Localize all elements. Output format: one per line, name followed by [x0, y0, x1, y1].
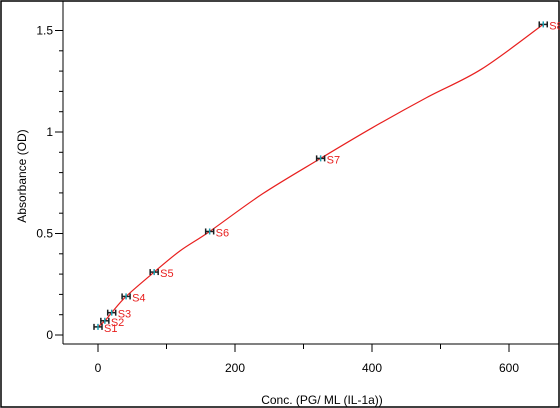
fit-curve-line [97, 23, 544, 328]
standard-point: S8 [538, 20, 560, 32]
standard-point: S6 [204, 227, 229, 239]
x-tick-label: 600 [499, 361, 519, 375]
standard-label: S8 [549, 20, 560, 32]
standard-point: S5 [149, 268, 174, 280]
standard-point: S3 [106, 309, 131, 321]
standard-label: S5 [160, 268, 173, 280]
standard-point: S1 [93, 323, 117, 335]
x-tick-label: 0 [95, 361, 102, 375]
x-axis-title: Conc. (PG/ ML (IL-1a)) [261, 393, 383, 407]
standard-label: S2 [111, 317, 124, 329]
y-tick-label: 1 [46, 125, 53, 139]
y-tick-label: 0 [46, 328, 53, 342]
y-axis-title: Absorbance (OD) [15, 129, 29, 222]
standard-point: S2 [100, 317, 124, 329]
standard-label: S6 [216, 227, 229, 239]
standard-label: S1 [104, 323, 117, 335]
standard-point: S4 [121, 292, 146, 304]
x-axis-ticks: 0 200 400 600 [95, 344, 519, 375]
y-axis-ticks: 0 0.5 1 1.5 [36, 24, 63, 342]
y-tick-label: 1.5 [36, 24, 53, 38]
standard-label: S7 [327, 154, 340, 166]
x-tick-label: 400 [362, 361, 382, 375]
standard-label: S3 [118, 309, 131, 321]
y-tick-label: 0.5 [36, 227, 53, 241]
standard-point: S7 [315, 154, 340, 166]
x-tick-label: 200 [225, 361, 245, 375]
standard-label: S4 [132, 292, 145, 304]
